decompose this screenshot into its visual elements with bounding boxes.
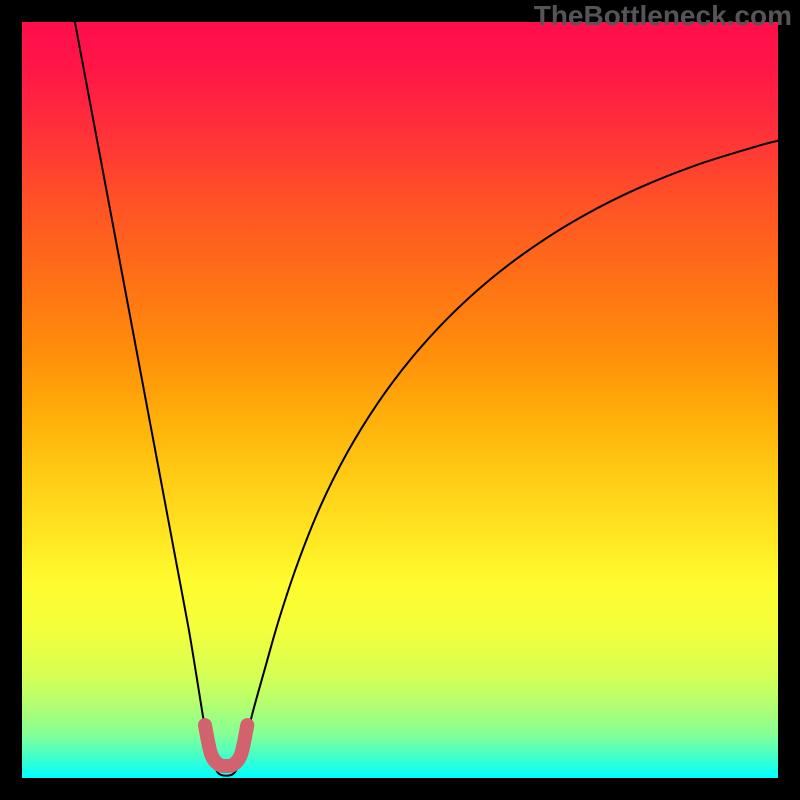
bottleneck-curve-chart	[0, 0, 800, 800]
chart-frame: TheBottleneck.com	[0, 0, 800, 800]
chart-gradient-background	[22, 22, 778, 778]
watermark-label: TheBottleneck.com	[534, 0, 792, 32]
